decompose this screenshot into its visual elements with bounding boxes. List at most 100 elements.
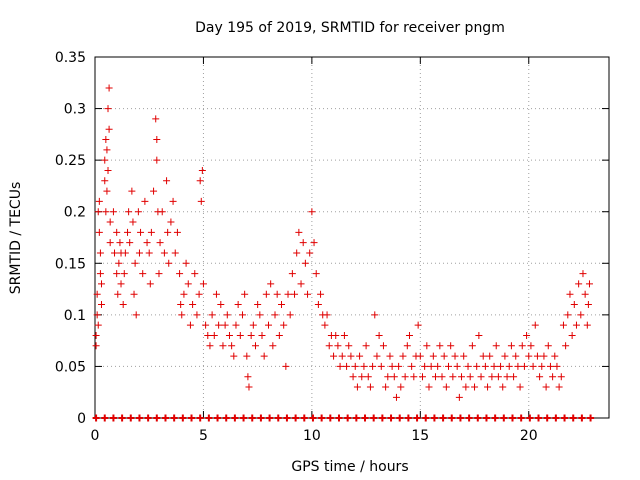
- baseline-marker: [335, 414, 343, 422]
- data-point: [132, 311, 140, 319]
- data-point: [98, 280, 106, 288]
- baseline-marker: [422, 414, 430, 422]
- baseline-marker: [266, 414, 274, 422]
- data-point: [284, 290, 292, 298]
- data-point: [553, 362, 561, 370]
- data-point: [105, 125, 113, 133]
- data-point: [544, 342, 552, 350]
- data-point: [184, 280, 192, 288]
- baseline-marker: [361, 414, 369, 422]
- data-point: [559, 321, 567, 329]
- data-point: [186, 321, 194, 329]
- data-point: [176, 270, 184, 278]
- baseline-marker: [248, 414, 256, 422]
- data-point: [101, 156, 109, 164]
- baseline-marker: [508, 414, 516, 422]
- data-point: [94, 208, 102, 216]
- data-point: [403, 342, 411, 350]
- data-point: [251, 342, 259, 350]
- data-point: [423, 342, 431, 350]
- data-point: [533, 352, 541, 360]
- data-point: [113, 228, 121, 236]
- data-point: [171, 249, 179, 257]
- data-point: [243, 352, 251, 360]
- data-point: [549, 373, 557, 381]
- data-point: [208, 311, 216, 319]
- y-tick-label: 0.3: [64, 102, 86, 118]
- data-point: [360, 362, 368, 370]
- data-point: [481, 362, 489, 370]
- baseline-marker: [378, 414, 386, 422]
- baseline-marker: [161, 414, 169, 422]
- data-point: [451, 352, 459, 360]
- data-point: [206, 342, 214, 350]
- data-point: [310, 239, 318, 247]
- data-point: [256, 311, 264, 319]
- data-point: [295, 228, 303, 236]
- data-point: [486, 352, 494, 360]
- data-point: [210, 331, 218, 339]
- baseline-marker: [326, 414, 334, 422]
- baseline-marker: [144, 414, 152, 422]
- data-point: [178, 311, 186, 319]
- data-point: [124, 228, 132, 236]
- data-point: [106, 239, 114, 247]
- baseline-marker: [127, 414, 135, 422]
- data-point: [538, 362, 546, 370]
- data-point: [356, 352, 364, 360]
- data-point: [146, 280, 154, 288]
- data-point: [458, 373, 466, 381]
- data-point: [377, 362, 385, 370]
- data-point: [147, 228, 155, 236]
- data-point: [288, 270, 296, 278]
- data-point: [258, 331, 266, 339]
- data-point: [418, 373, 426, 381]
- y-tick-label: 0.05: [55, 359, 86, 375]
- data-point: [364, 373, 372, 381]
- data-point: [340, 331, 348, 339]
- data-point: [436, 342, 444, 350]
- data-point: [336, 362, 344, 370]
- data-point: [386, 352, 394, 360]
- data-point: [113, 270, 121, 278]
- y-tick-label: 0.15: [55, 256, 86, 272]
- data-point: [232, 321, 240, 329]
- data-point: [536, 373, 544, 381]
- baseline-marker: [274, 414, 282, 422]
- data-point: [492, 342, 500, 350]
- data-point: [585, 280, 593, 288]
- data-point: [153, 156, 161, 164]
- baseline-marker: [500, 414, 508, 422]
- data-point: [414, 321, 422, 329]
- data-point: [225, 331, 233, 339]
- data-point: [312, 270, 320, 278]
- data-point: [440, 352, 448, 360]
- baseline-marker: [543, 414, 551, 422]
- data-point: [497, 362, 505, 370]
- data-point: [182, 259, 190, 267]
- data-point: [392, 393, 400, 401]
- data-point: [282, 362, 290, 370]
- data-point: [102, 208, 110, 216]
- data-point: [95, 228, 103, 236]
- baseline-marker: [439, 414, 447, 422]
- data-point: [280, 321, 288, 329]
- baseline-marker: [404, 414, 412, 422]
- data-point: [137, 228, 145, 236]
- data-point: [501, 352, 509, 360]
- baseline-marker: [292, 414, 300, 422]
- data-point: [358, 373, 366, 381]
- data-point: [301, 259, 309, 267]
- data-point: [518, 342, 526, 350]
- data-point: [449, 373, 457, 381]
- baseline-marker: [240, 414, 248, 422]
- data-point: [271, 311, 279, 319]
- data-point: [169, 197, 177, 205]
- data-point: [460, 352, 468, 360]
- baseline-marker: [309, 414, 317, 422]
- data-point: [332, 331, 340, 339]
- data-point: [134, 208, 142, 216]
- x-tick-label: 0: [91, 428, 100, 444]
- data-point: [304, 290, 312, 298]
- y-axis-label: SRMTID / TECUs: [8, 182, 24, 295]
